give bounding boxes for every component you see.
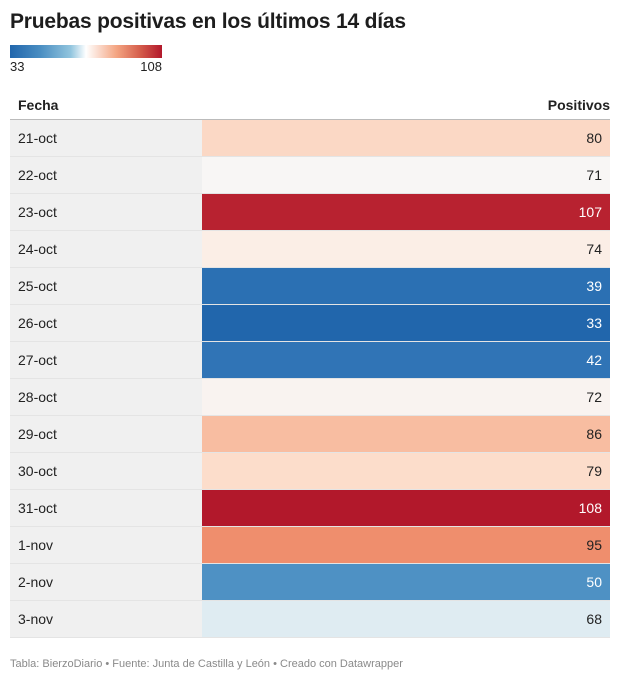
- date-cell: 24-oct: [10, 231, 202, 267]
- positivos-cell: 68: [202, 601, 610, 637]
- date-cell: 3-nov: [10, 601, 202, 637]
- positivos-cell: 42: [202, 342, 610, 378]
- color-legend: 33 108: [10, 45, 162, 74]
- table-row: 21-oct 80: [10, 120, 610, 157]
- date-cell: 31-oct: [10, 490, 202, 526]
- positivos-cell: 86: [202, 416, 610, 452]
- date-cell: 30-oct: [10, 453, 202, 489]
- table-row: 24-oct 74: [10, 231, 610, 268]
- table-row: 2-nov 50: [10, 564, 610, 601]
- legend-max-label: 108: [140, 59, 162, 74]
- date-cell: 28-oct: [10, 379, 202, 415]
- positivos-cell: 74: [202, 231, 610, 267]
- positivos-cell: 95: [202, 527, 610, 563]
- table-row: 22-oct 71: [10, 157, 610, 194]
- positivos-cell: 71: [202, 157, 610, 193]
- legend-min-label: 33: [10, 59, 25, 74]
- date-cell: 22-oct: [10, 157, 202, 193]
- data-table: Fecha Positivos 21-oct 80 22-oct 71 23-oct 10…: [10, 90, 610, 638]
- column-header-fecha[interactable]: Fecha: [18, 96, 59, 113]
- positivos-cell: 72: [202, 379, 610, 415]
- table-row: 1-nov 95: [10, 527, 610, 564]
- date-cell: 27-oct: [10, 342, 202, 378]
- table-header: Fecha Positivos: [10, 90, 610, 120]
- table-row: 31-oct 108: [10, 490, 610, 527]
- positivos-cell: 50: [202, 564, 610, 600]
- date-cell: 21-oct: [10, 120, 202, 156]
- date-cell: 1-nov: [10, 527, 202, 563]
- positivos-cell: 39: [202, 268, 610, 304]
- date-cell: 26-oct: [10, 305, 202, 341]
- source-footer: Tabla: BierzoDiario • Fuente: Junta de C…: [10, 658, 403, 670]
- table-row: 27-oct 42: [10, 342, 610, 379]
- table-row: 25-oct 39: [10, 268, 610, 305]
- positivos-cell: 107: [202, 194, 610, 230]
- positivos-cell: 79: [202, 453, 610, 489]
- table-row: 26-oct 33: [10, 305, 610, 342]
- positivos-cell: 80: [202, 120, 610, 156]
- table-row: 28-oct 72: [10, 379, 610, 416]
- positivos-cell: 108: [202, 490, 610, 526]
- date-cell: 25-oct: [10, 268, 202, 304]
- date-cell: 23-oct: [10, 194, 202, 230]
- table-row: 30-oct 79: [10, 453, 610, 490]
- legend-gradient: [10, 45, 162, 58]
- date-cell: 29-oct: [10, 416, 202, 452]
- table-row: 23-oct 107: [10, 194, 610, 231]
- date-cell: 2-nov: [10, 564, 202, 600]
- column-header-positivos[interactable]: Positivos: [547, 96, 610, 113]
- table-row: 3-nov 68: [10, 601, 610, 638]
- positivos-cell: 33: [202, 305, 610, 341]
- table-row: 29-oct 86: [10, 416, 610, 453]
- chart-title: Pruebas positivas en los últimos 14 días: [10, 10, 406, 33]
- table-body: 21-oct 80 22-oct 71 23-oct 107 24-oct 74 25-oct 3…: [10, 120, 610, 638]
